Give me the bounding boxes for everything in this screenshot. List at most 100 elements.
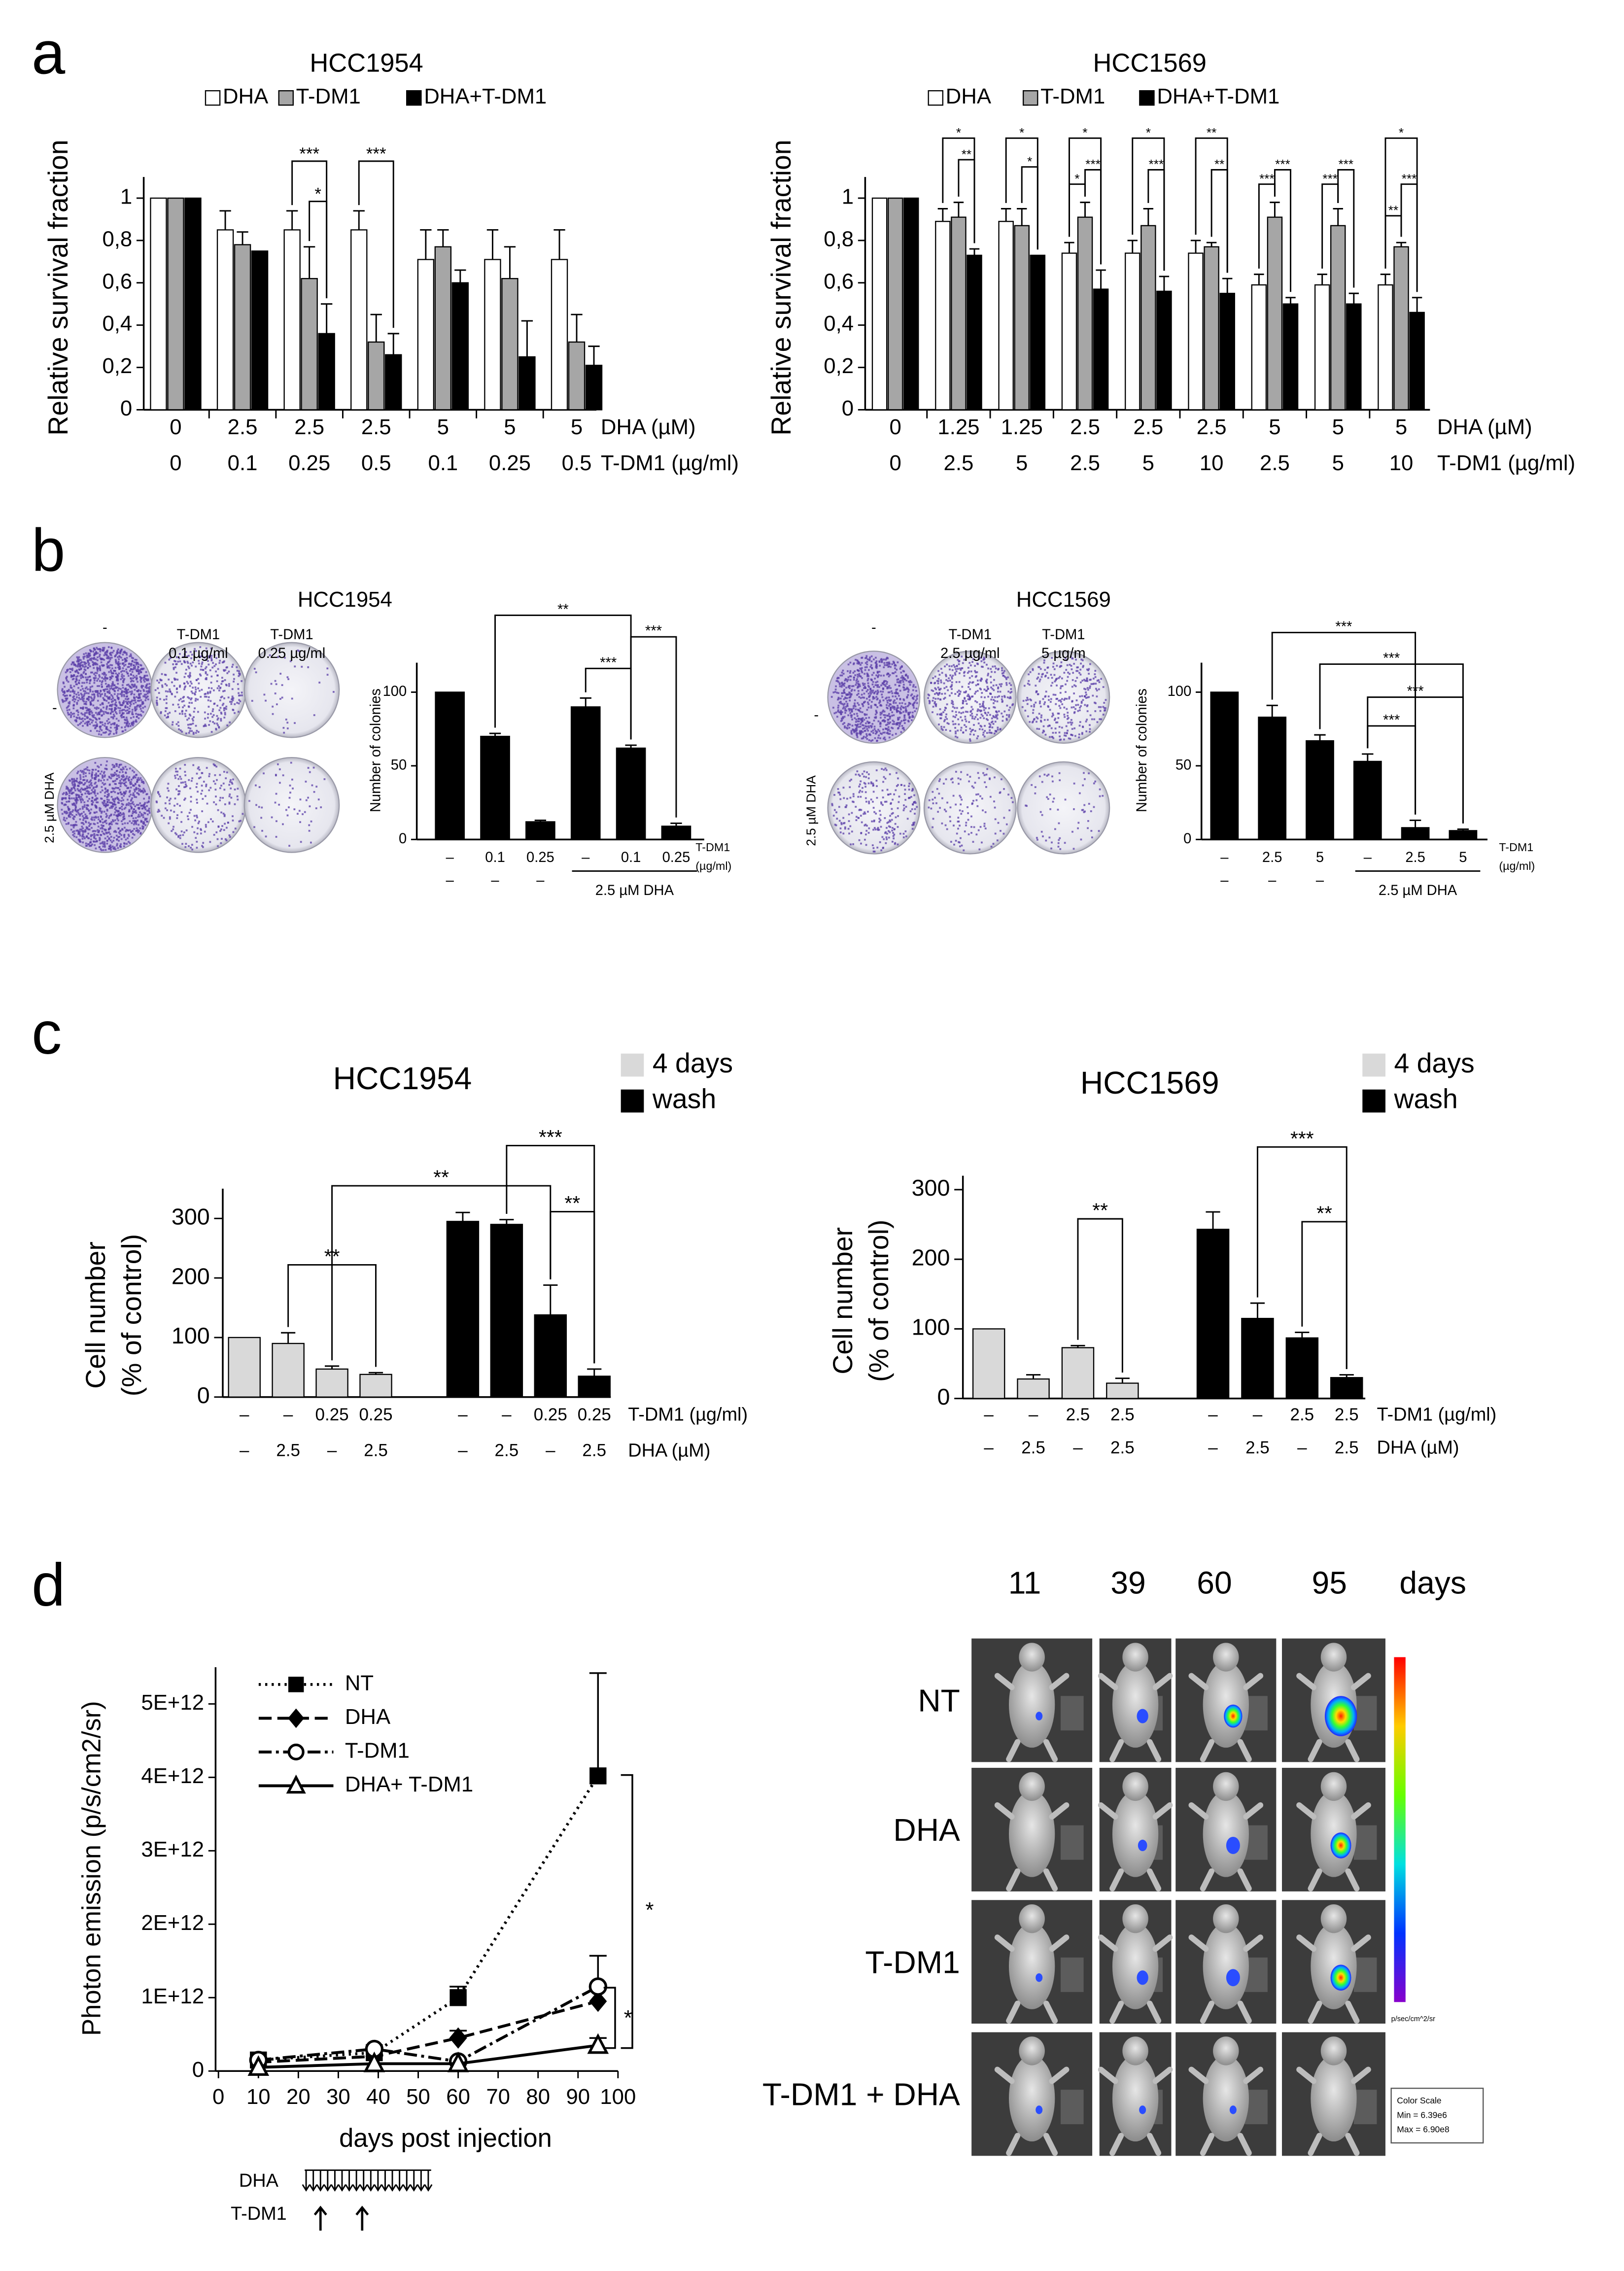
- colony: [965, 700, 967, 702]
- colony: [1084, 688, 1087, 690]
- panel-letter: b: [32, 516, 65, 584]
- colony: [117, 707, 120, 709]
- colony: [105, 803, 107, 805]
- colony: [112, 697, 114, 699]
- colony: [164, 807, 167, 810]
- colony: [979, 703, 981, 705]
- colony: [100, 791, 102, 793]
- colony: [870, 726, 873, 728]
- colony: [188, 676, 191, 679]
- colony: [92, 661, 94, 663]
- colony: [859, 783, 861, 786]
- colony: [990, 698, 993, 701]
- colony: [135, 796, 138, 798]
- colony: [889, 826, 892, 828]
- colony: [193, 692, 196, 695]
- colony: [94, 672, 97, 674]
- colony: [862, 720, 864, 723]
- colony: [126, 723, 128, 725]
- colony: [951, 700, 953, 702]
- colony: [222, 702, 225, 705]
- colony: [866, 825, 868, 827]
- colony: [76, 656, 78, 658]
- colony: [1078, 733, 1080, 736]
- colony: [844, 726, 846, 729]
- colony: [167, 690, 169, 693]
- colony: [66, 669, 68, 671]
- colony: [143, 690, 145, 692]
- colony: [101, 810, 103, 813]
- colony: [176, 774, 178, 776]
- colony: [888, 663, 890, 665]
- colony: [81, 838, 84, 840]
- colony: [949, 806, 952, 809]
- colony: [140, 699, 142, 701]
- colony: [981, 705, 983, 707]
- significance-bracket: [1271, 631, 1417, 815]
- colony: [973, 718, 976, 720]
- colony: [88, 809, 90, 812]
- colony: [892, 723, 894, 725]
- colony: [934, 675, 936, 678]
- colony: [93, 653, 96, 654]
- colony: [178, 657, 180, 659]
- colony: [988, 707, 990, 710]
- colony: [1046, 672, 1048, 674]
- colony: [858, 710, 861, 712]
- colony: [850, 730, 853, 732]
- colony: [81, 812, 83, 815]
- colony: [120, 783, 122, 785]
- colony: [183, 653, 186, 655]
- colony: [86, 692, 88, 694]
- colony: [110, 777, 112, 780]
- colony: [137, 690, 139, 692]
- colony: [183, 688, 185, 690]
- colony: [1084, 695, 1086, 697]
- colony: [205, 647, 207, 650]
- colony: [124, 806, 127, 809]
- colony: [885, 842, 887, 844]
- colony: [115, 831, 117, 833]
- colony: [856, 727, 858, 730]
- colony: [873, 811, 876, 813]
- colony: [100, 834, 102, 836]
- colony: [220, 785, 222, 787]
- colony: [109, 845, 111, 848]
- colony: [216, 674, 219, 677]
- colony: [73, 802, 75, 805]
- colony: [156, 801, 158, 803]
- colony: [194, 693, 196, 696]
- colony: [893, 723, 896, 725]
- colony: [145, 696, 148, 698]
- colony: [229, 721, 231, 723]
- colony: [878, 660, 881, 662]
- significance-bracket: [585, 667, 632, 740]
- colony: [1069, 673, 1071, 675]
- colony: [845, 706, 847, 708]
- colony: [841, 692, 843, 694]
- colony: [993, 706, 995, 708]
- y-tick-label: 1: [120, 185, 132, 209]
- colony: [99, 648, 101, 650]
- colony: [1027, 683, 1029, 685]
- colony: [892, 727, 894, 729]
- colony: [174, 777, 176, 779]
- colony: [64, 691, 66, 693]
- colony: [172, 663, 174, 665]
- colony: [1002, 720, 1004, 722]
- colony: [226, 724, 229, 726]
- colony: [185, 710, 187, 712]
- colony: [1057, 717, 1060, 719]
- colony: [911, 824, 913, 826]
- significance-label: ***: [1335, 619, 1352, 635]
- colony: [119, 662, 121, 665]
- colony: [279, 673, 282, 675]
- colony: [870, 740, 872, 742]
- colony: [109, 833, 111, 835]
- colony: [74, 784, 76, 786]
- colony: [174, 775, 176, 777]
- colony: [1064, 732, 1066, 734]
- colony: [949, 668, 951, 671]
- colony: [1051, 715, 1053, 718]
- colony: [886, 687, 889, 689]
